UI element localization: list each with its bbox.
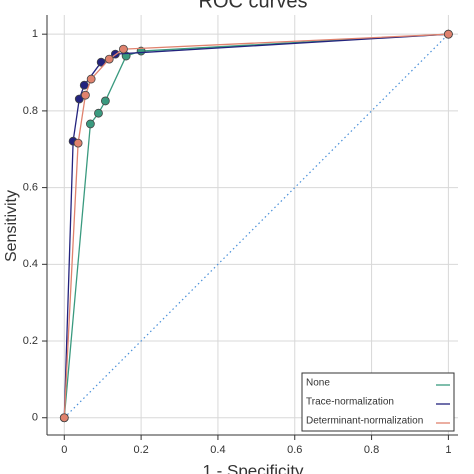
x-tick-label: 0.4 xyxy=(210,444,225,456)
roc-point xyxy=(86,74,96,84)
chart-title: ROC curves xyxy=(199,0,308,12)
legend-label: Trace-normalization xyxy=(306,397,394,408)
roc-point xyxy=(79,80,89,90)
x-tick-label: 0.6 xyxy=(287,444,302,456)
x-tick-label: 0.8 xyxy=(364,444,379,456)
roc-point xyxy=(100,96,110,106)
roc-point xyxy=(104,54,114,64)
y-axis-label: Sensitivity xyxy=(3,190,20,262)
legend-box xyxy=(301,372,455,432)
y-tick-label: 1 xyxy=(32,28,38,40)
roc-point xyxy=(94,108,103,118)
x-tick-label: 1 xyxy=(445,444,451,456)
y-tick-label: 0.2 xyxy=(23,335,38,347)
roc-point xyxy=(119,44,128,54)
chance-line xyxy=(63,33,449,419)
roc-point xyxy=(81,90,90,100)
legend-label: Determinant-normalization xyxy=(306,416,423,427)
plot-area xyxy=(47,15,458,435)
roc-point xyxy=(73,138,83,148)
y-tick-label: 0.8 xyxy=(23,105,38,117)
roc-point xyxy=(96,57,106,67)
x-tick-label: 0.2 xyxy=(133,444,148,456)
roc-point xyxy=(59,413,69,423)
x-tick-label: 0 xyxy=(61,444,67,456)
legend-label: None xyxy=(306,378,330,389)
roc-point xyxy=(443,29,453,39)
y-tick-label: 0.6 xyxy=(23,182,38,194)
x-axis-label: 1 - Specificity xyxy=(202,461,304,474)
y-tick-label: 0.4 xyxy=(23,258,38,270)
y-tick-label: 0 xyxy=(32,412,38,424)
roc-point xyxy=(86,119,95,129)
